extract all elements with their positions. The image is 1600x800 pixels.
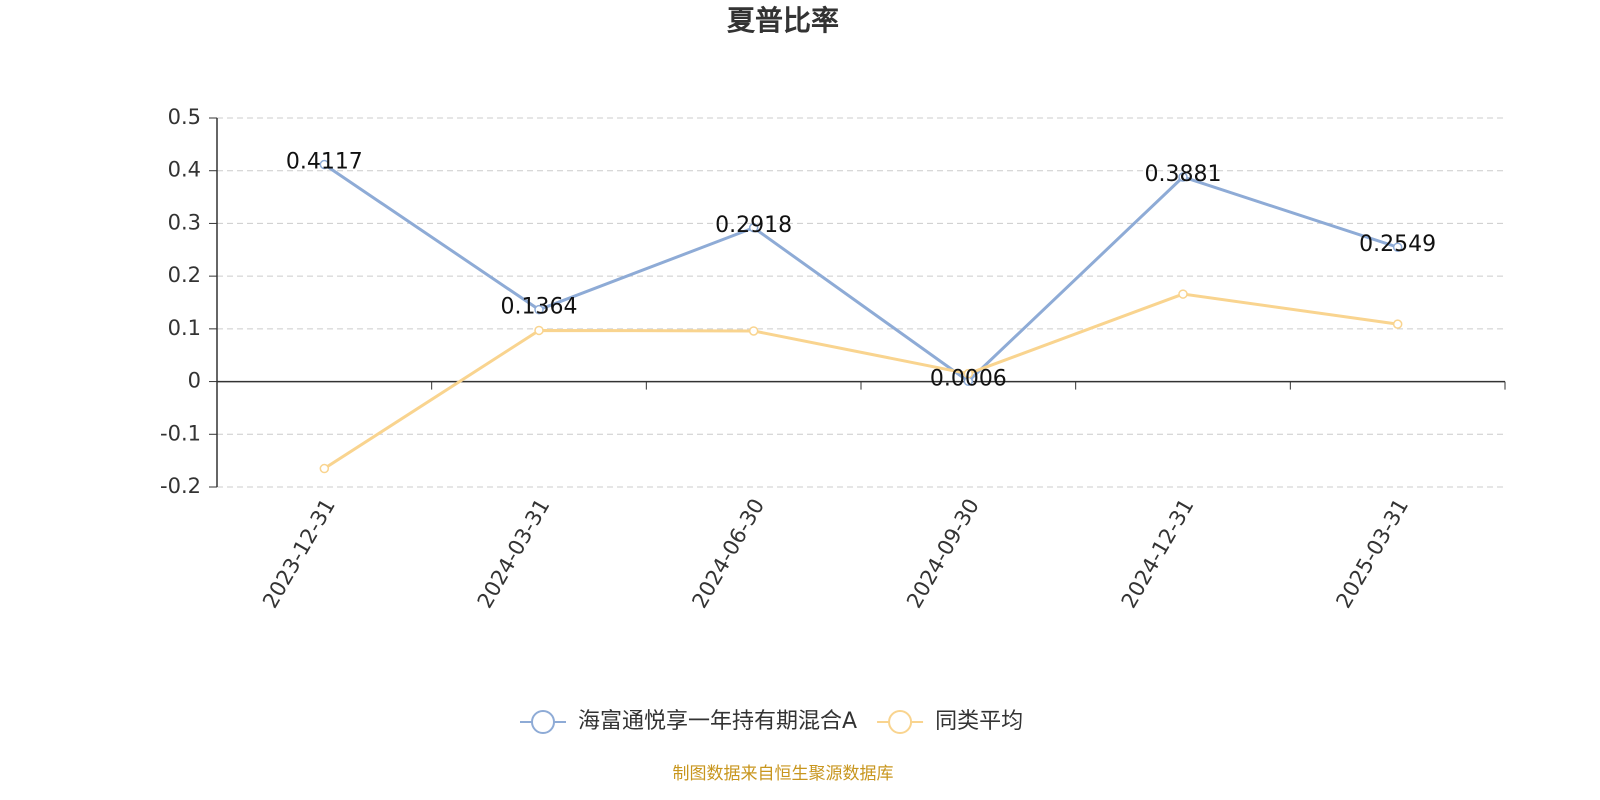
legend-marker	[888, 710, 913, 734]
data-point	[963, 368, 974, 379]
x-tick-label: 2023-12-31	[258, 495, 340, 613]
data-label: 0.2918	[715, 213, 792, 238]
x-tick-label: 2024-06-30	[687, 495, 769, 613]
legend-label: 海富通悦享一年持有期混合A	[578, 709, 857, 734]
data-label: 0.1364	[501, 295, 578, 320]
x-tick-label: 2024-03-31	[473, 495, 555, 613]
data-point	[1392, 242, 1403, 252]
x-tick-label: 2024-12-31	[1117, 495, 1199, 613]
data-label: 0.4117	[286, 150, 363, 175]
y-tick-label: 0	[188, 369, 201, 393]
data-point	[319, 159, 330, 170]
source-note: 制图数据来自恒生聚源数据库	[673, 764, 894, 784]
data-point	[1178, 289, 1188, 299]
y-tick-label: 0.1	[168, 316, 201, 340]
series-line	[323, 163, 1399, 384]
data-point	[319, 463, 330, 474]
x-tick-label: 2025-03-31	[1331, 495, 1413, 613]
data-point	[748, 223, 759, 233]
y-tick-label: -0.2	[160, 474, 201, 498]
data-point	[748, 326, 759, 336]
y-tick-label: 0.3	[168, 210, 201, 234]
x-tick-label: 2024-09-30	[902, 494, 984, 612]
y-tick-label: 0.5	[168, 105, 201, 129]
data-point	[534, 325, 544, 336]
series-line	[323, 292, 1398, 470]
chart-title: 夏普比率	[727, 4, 839, 37]
data-point	[1178, 172, 1188, 182]
data-label: 0.0006	[930, 366, 1007, 391]
legend-marker	[531, 710, 555, 734]
data-point	[1392, 319, 1403, 329]
legend-label: 同类平均	[935, 709, 1023, 734]
y-tick-label: -0.1	[160, 421, 201, 445]
data-point	[534, 304, 544, 315]
data-label: 0.3881	[1145, 162, 1222, 187]
data-label: 0.2549	[1359, 232, 1436, 257]
y-tick-label: 0.2	[168, 263, 201, 287]
y-tick-label: 0.4	[168, 158, 201, 182]
